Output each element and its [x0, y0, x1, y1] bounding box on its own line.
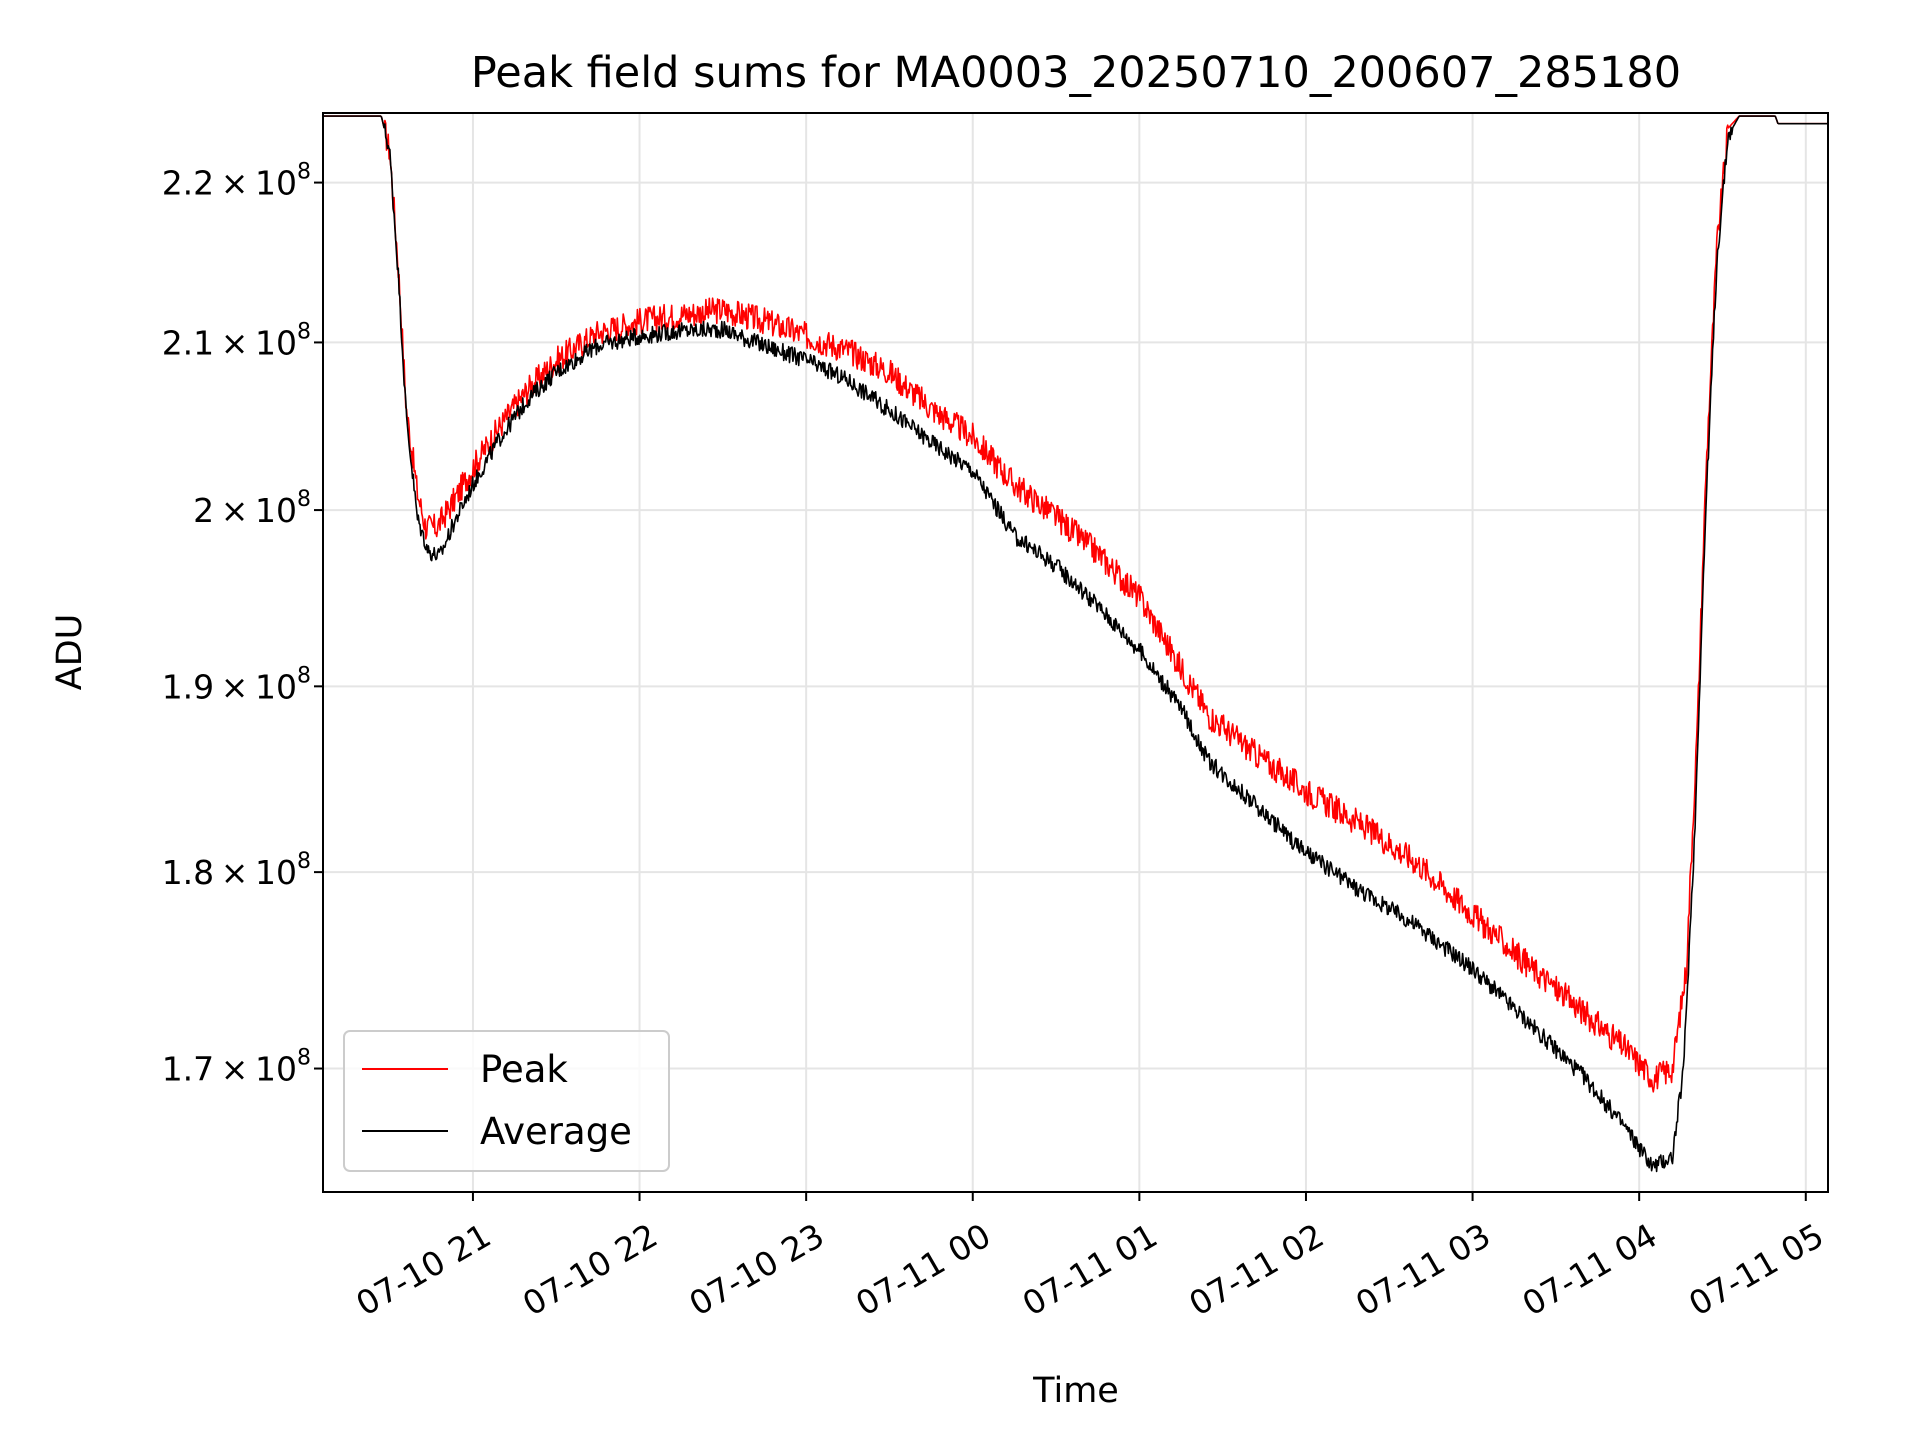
y-axis: 1.7 × 108 1.8 × 108 1.9 × 108 2 × 108 2.1 × … [162, 160, 323, 1089]
y-tick-label: 2.1 × 108 [162, 319, 311, 362]
x-axis-title: Time [1032, 1371, 1119, 1411]
y-tick-label: 2 × 108 [193, 487, 311, 530]
y-tick-label: 2.2 × 108 [162, 160, 311, 203]
series-line-average [323, 115, 1828, 1173]
legend-box [343, 1030, 670, 1172]
y-tick-label: 1.8 × 108 [162, 849, 311, 892]
series-layer [323, 115, 1828, 1173]
plot-frame [322, 112, 1829, 1193]
y-tick-label: 1.7 × 108 [162, 1046, 311, 1089]
grid [323, 113, 1828, 1192]
legend: Peak Average [343, 1030, 670, 1172]
legend-label-average: Average [480, 1110, 632, 1153]
series-line-peak [323, 115, 1828, 1093]
y-tick-label: 1.9 × 108 [162, 663, 311, 706]
y-axis-title: ADU [50, 614, 90, 691]
chart-title: Peak field sums for MA0003_20250710_2006… [471, 48, 1681, 98]
legend-label-peak: Peak [480, 1048, 568, 1091]
